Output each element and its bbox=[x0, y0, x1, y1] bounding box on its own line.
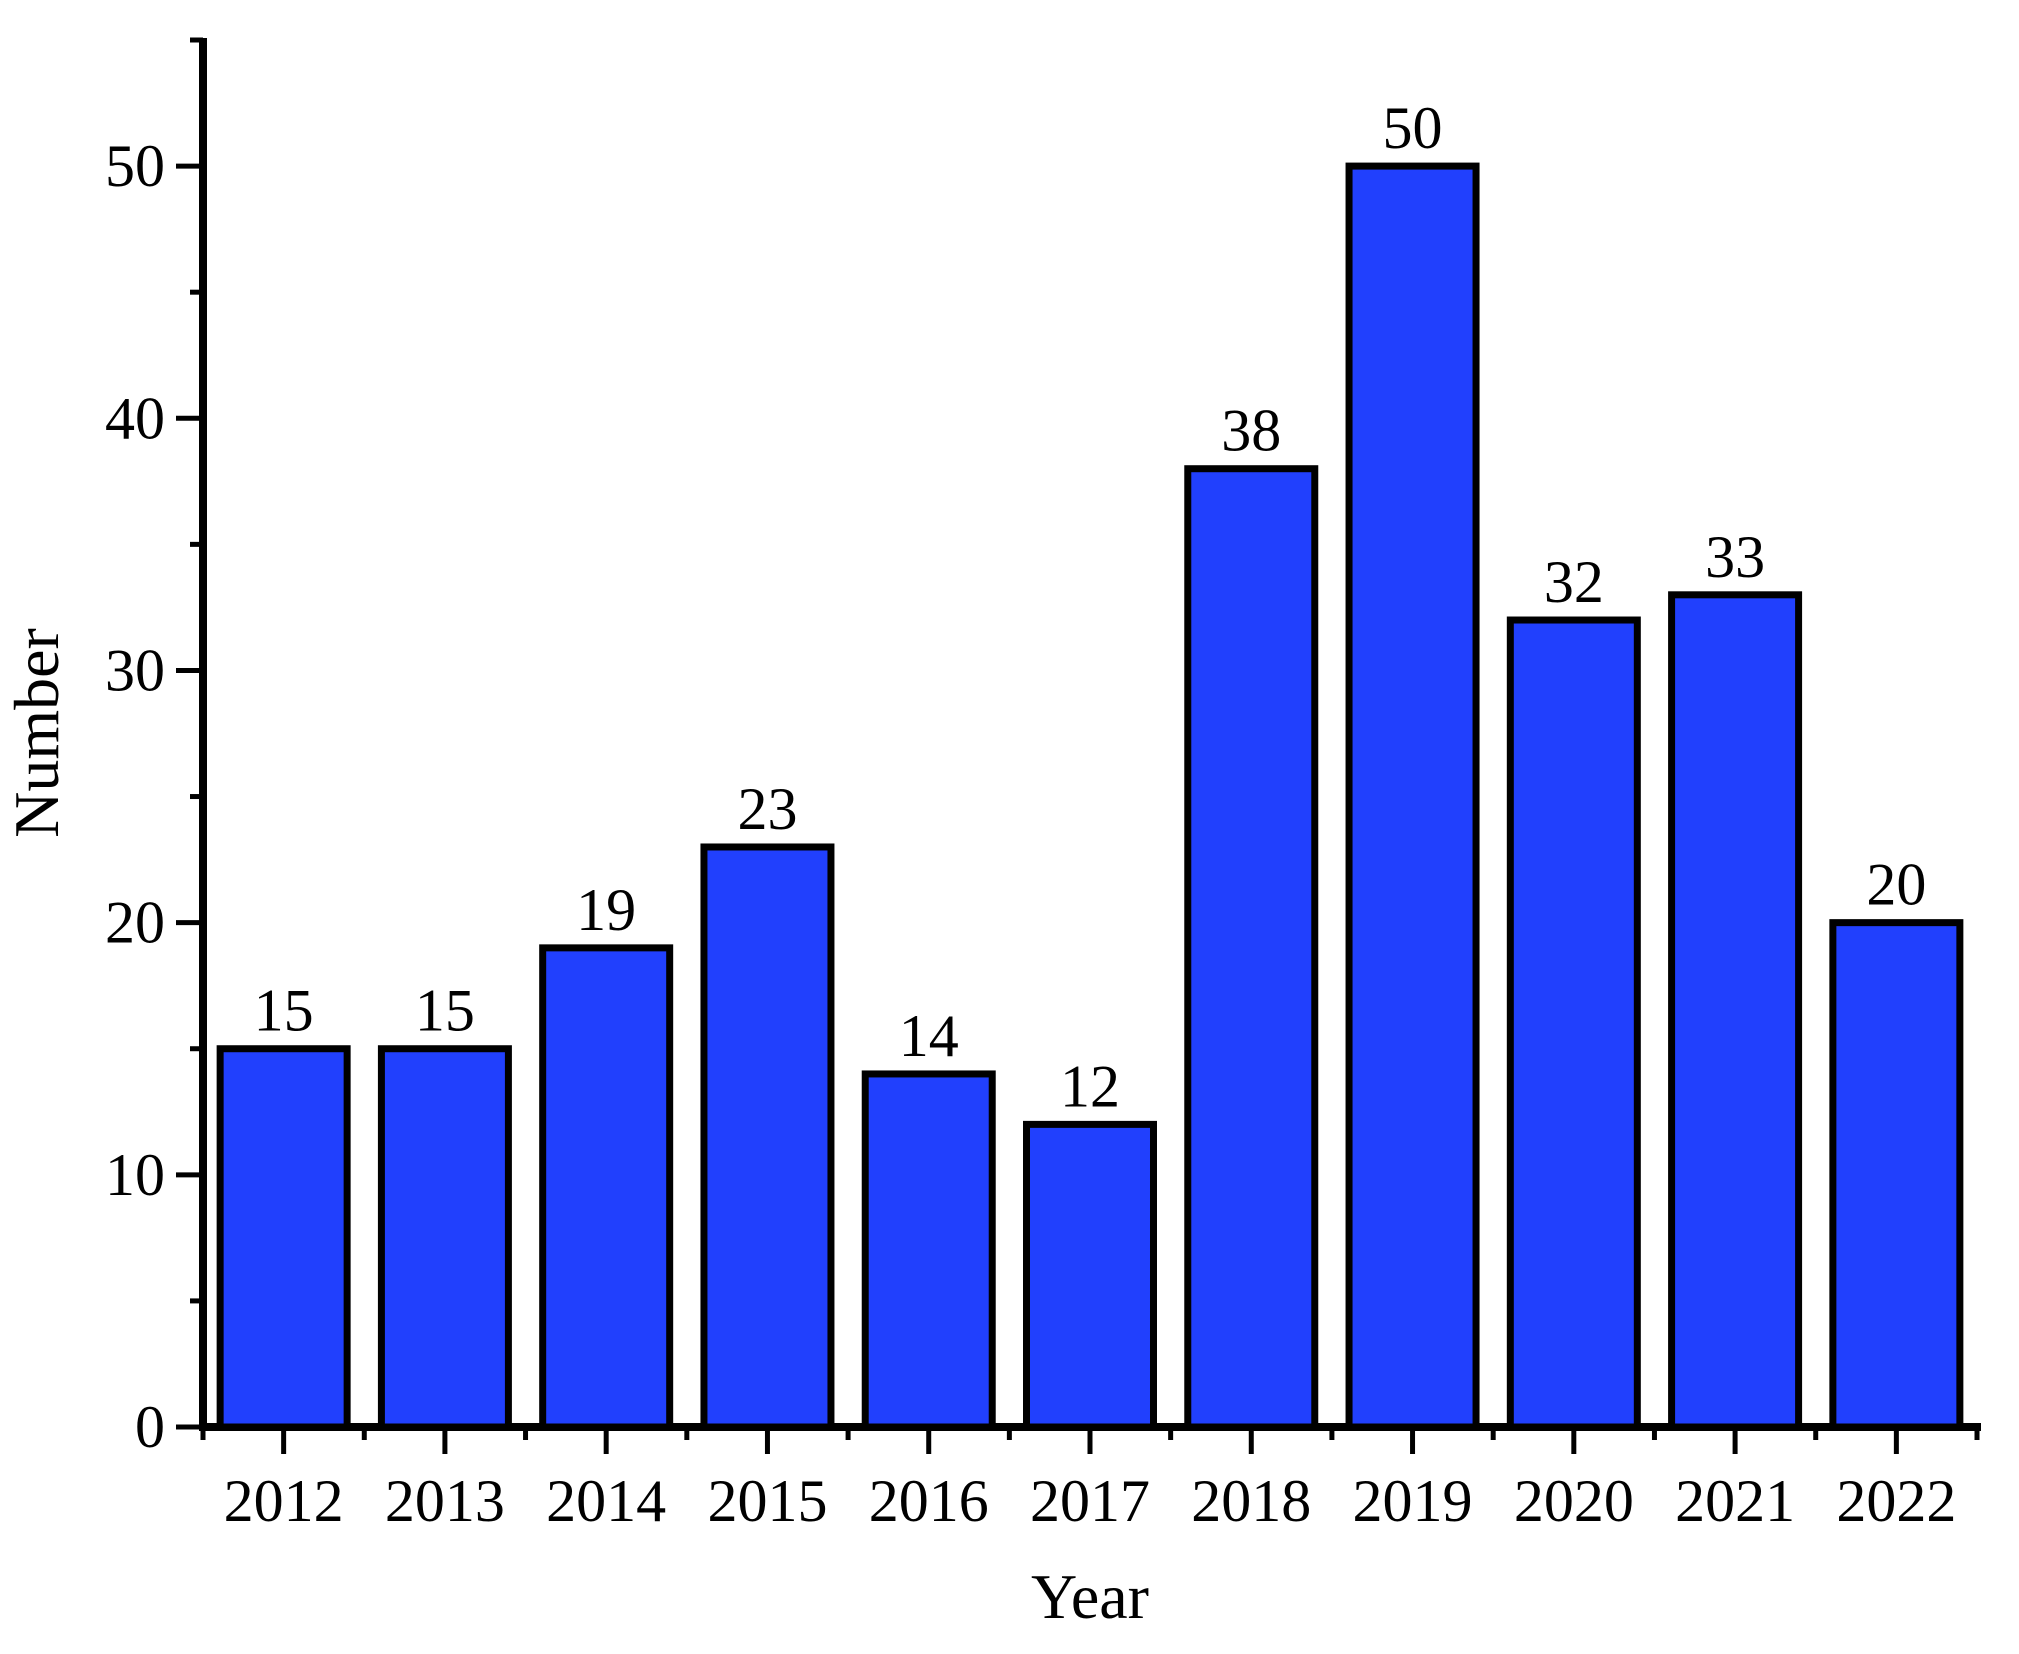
bar-value-label: 15 bbox=[254, 978, 314, 1044]
x-tick-label: 2019 bbox=[1353, 1468, 1473, 1534]
x-tick-label: 2015 bbox=[707, 1468, 827, 1534]
bar-value-label: 23 bbox=[737, 776, 797, 842]
y-axis-title: Number bbox=[1, 628, 72, 838]
y-tick-label: 40 bbox=[105, 385, 165, 451]
x-tick-label: 2022 bbox=[1836, 1468, 1956, 1534]
bar-value-label: 19 bbox=[576, 877, 636, 943]
x-tick-label: 2016 bbox=[869, 1468, 989, 1534]
x-tick-label: 2013 bbox=[385, 1468, 505, 1534]
bar-2017 bbox=[1023, 1120, 1157, 1431]
bar-value-label: 38 bbox=[1221, 398, 1281, 464]
bar-2015 bbox=[700, 843, 835, 1431]
y-tick-label: 20 bbox=[105, 890, 165, 956]
bar-2018 bbox=[1184, 465, 1319, 1431]
bar-2019 bbox=[1345, 162, 1480, 1431]
bar-2016 bbox=[861, 1070, 996, 1431]
bar-value-label: 32 bbox=[1544, 549, 1604, 615]
x-axis-title: Year bbox=[1031, 1561, 1149, 1632]
x-tick-label: 2014 bbox=[546, 1468, 666, 1534]
bar-2014 bbox=[539, 944, 674, 1431]
bar-value-label: 33 bbox=[1705, 524, 1765, 590]
bar-value-label: 15 bbox=[415, 978, 475, 1044]
bar-2021 bbox=[1668, 591, 1803, 1431]
bar-2022 bbox=[1829, 919, 1964, 1431]
x-tick-label: 2017 bbox=[1030, 1468, 1150, 1534]
y-tick-label: 0 bbox=[135, 1394, 165, 1460]
y-tick-label: 30 bbox=[105, 637, 165, 703]
x-tick-label: 2020 bbox=[1514, 1468, 1634, 1534]
y-tick-label: 10 bbox=[105, 1142, 165, 1208]
x-tick-label: 2018 bbox=[1191, 1468, 1311, 1534]
x-tick-label: 2021 bbox=[1675, 1468, 1795, 1534]
bar-value-label: 20 bbox=[1866, 852, 1926, 918]
y-tick-label: 50 bbox=[105, 133, 165, 199]
bar-2012 bbox=[216, 1045, 351, 1431]
bar-value-label: 14 bbox=[899, 1003, 959, 1069]
x-tick-label: 2012 bbox=[224, 1468, 344, 1534]
bar-2020 bbox=[1506, 616, 1641, 1431]
bar-2013 bbox=[377, 1045, 512, 1431]
bar-value-label: 12 bbox=[1060, 1053, 1120, 1119]
bar-value-label: 50 bbox=[1383, 95, 1443, 161]
